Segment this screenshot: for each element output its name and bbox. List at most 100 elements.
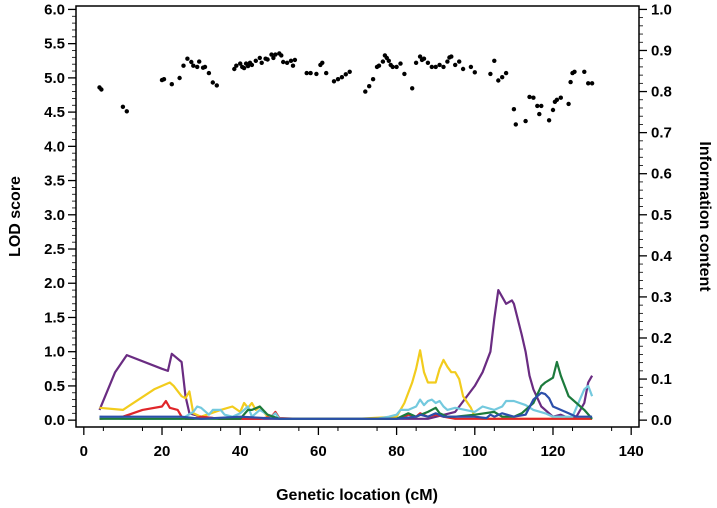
y2-tick-label: 0.7 xyxy=(651,125,672,142)
information-point xyxy=(503,70,509,76)
information-point xyxy=(265,57,270,62)
information-point xyxy=(457,59,462,64)
y-tick-label: 1.5 xyxy=(44,309,65,326)
y2-tick-label: 0.1 xyxy=(651,371,672,388)
information-point xyxy=(398,61,403,66)
x-tick-label: 120 xyxy=(540,443,565,460)
y-tick-label: 3.0 xyxy=(44,207,65,224)
y2-tick-label: 0.5 xyxy=(651,207,672,224)
information-point xyxy=(511,107,517,112)
x-tick-label: 60 xyxy=(310,443,327,460)
x-tick-label: 140 xyxy=(619,443,644,460)
y-tick-label: 2.5 xyxy=(44,241,65,258)
information-point xyxy=(292,57,298,63)
information-point xyxy=(185,56,190,61)
y2-tick-label: 0.9 xyxy=(651,42,672,59)
y-tick-label: 1.0 xyxy=(44,344,65,361)
information-point xyxy=(425,60,431,65)
information-point xyxy=(241,65,247,71)
information-point xyxy=(189,59,194,65)
information-point xyxy=(492,58,497,63)
information-point xyxy=(259,60,264,65)
lod-series-line-1 xyxy=(98,289,594,420)
information-point xyxy=(582,69,587,75)
y2-tick-label: 0.3 xyxy=(651,289,672,306)
information-point xyxy=(169,82,174,87)
information-point xyxy=(441,64,446,70)
information-point xyxy=(413,60,419,65)
information-point xyxy=(320,60,325,65)
information-point xyxy=(586,81,591,86)
information-point xyxy=(238,61,243,66)
information-point xyxy=(531,95,536,100)
x-tick-label: 0 xyxy=(80,443,88,460)
plot-frame xyxy=(75,5,640,428)
y2-tick-label: 0.6 xyxy=(651,166,672,183)
information-point xyxy=(124,109,129,114)
information-point xyxy=(234,63,239,68)
y-tick-label: 5.5 xyxy=(44,36,65,53)
information-point xyxy=(437,62,442,68)
information-point xyxy=(195,64,200,70)
information-point xyxy=(488,71,493,77)
information-point xyxy=(363,89,368,94)
information-point xyxy=(370,77,376,82)
information-point xyxy=(554,97,560,103)
x-axis: 0 20 40 60 80 100 120 140 xyxy=(80,427,644,460)
information-point xyxy=(402,71,407,77)
lod-series-line-6 xyxy=(99,391,593,420)
information-point xyxy=(197,59,202,64)
information-point xyxy=(496,78,501,83)
lod-series-group xyxy=(98,289,594,420)
lod-series-line-5 xyxy=(99,360,593,420)
lod-series-line-4 xyxy=(99,384,594,420)
information-point xyxy=(566,101,571,107)
information-point xyxy=(214,83,219,88)
information-point xyxy=(161,77,167,82)
information-point xyxy=(537,111,542,117)
y-tick-label: 4.0 xyxy=(44,138,65,155)
information-point xyxy=(343,72,348,77)
information-point xyxy=(376,63,382,68)
y-tick-label: 0.0 xyxy=(44,412,65,429)
information-point xyxy=(281,59,286,65)
information-point xyxy=(339,75,345,80)
y2-tick-label: 1.0 xyxy=(651,1,672,18)
information-point xyxy=(449,54,454,59)
x-tick-label: 20 xyxy=(154,443,171,460)
information-point xyxy=(177,75,182,81)
information-point xyxy=(568,79,573,85)
information-point xyxy=(546,118,552,123)
information-point xyxy=(433,64,438,70)
information-point xyxy=(572,69,577,75)
information-point xyxy=(429,64,434,70)
information-point xyxy=(202,64,208,70)
information-point xyxy=(380,59,386,64)
x-axis-label: Genetic location (cM) xyxy=(276,487,438,504)
information-point xyxy=(253,58,258,63)
information-point xyxy=(500,75,505,80)
information-point xyxy=(539,103,544,109)
information-point xyxy=(206,70,212,76)
information-point xyxy=(453,62,458,68)
information-point xyxy=(513,122,518,127)
information-point xyxy=(523,118,528,124)
y-tick-label: 4.5 xyxy=(44,104,65,121)
information-point xyxy=(99,87,104,92)
information-point xyxy=(417,54,423,59)
information-point xyxy=(284,60,290,65)
information-point xyxy=(249,62,255,68)
information-point xyxy=(367,84,372,89)
information-point xyxy=(468,64,474,70)
information-point xyxy=(271,55,276,61)
information-point xyxy=(390,64,395,70)
information-point xyxy=(269,52,274,57)
y-tick-label: 5.0 xyxy=(44,70,65,87)
information-point xyxy=(308,70,313,76)
y-tick-label: 3.5 xyxy=(44,173,65,190)
information-point xyxy=(460,66,466,72)
y2-tick-label: 0.4 xyxy=(651,248,673,265)
information-point xyxy=(535,103,540,109)
information-point xyxy=(304,70,309,76)
